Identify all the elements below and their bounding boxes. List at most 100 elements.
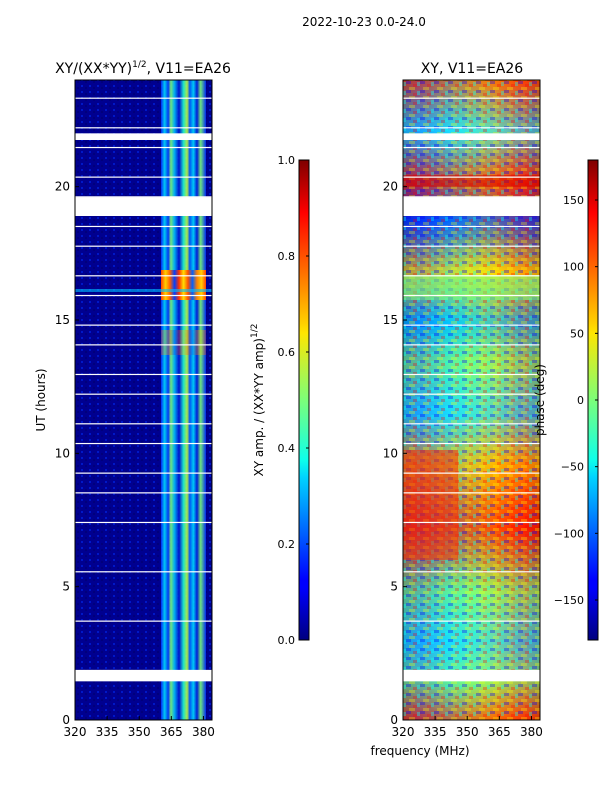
amplitude-flag-line — [75, 196, 212, 198]
phase-colorbar-tick-label: −150 — [554, 594, 584, 607]
phase-x-label: frequency (MHz) — [370, 744, 469, 758]
phase-flag-line — [403, 620, 540, 622]
amplitude-flag-line — [75, 97, 212, 99]
phase-x-tick-label: 320 — [392, 725, 415, 739]
phase-panel: XY, V11=EA26 0 5 10 15 20 320 335 350 365 380 fr… — [370, 61, 542, 758]
phase-colorbar-tick-label: 0 — [577, 394, 584, 407]
amplitude-flag-line — [75, 571, 212, 573]
amplitude-x-tick-label: 335 — [96, 725, 119, 739]
amplitude-y-tick-label: 0 — [62, 713, 70, 727]
phase-panel-title: XY, V11=EA26 — [421, 61, 523, 77]
amplitude-flag-line — [75, 442, 212, 445]
amplitude-flag-line — [75, 245, 212, 247]
phase-flag-line — [403, 245, 540, 247]
amplitude-y-tick-label: 15 — [55, 313, 70, 327]
phase-x-ticks: 320 335 350 365 380 — [392, 716, 543, 739]
amplitude-x-tick-label: 365 — [160, 725, 183, 739]
amplitude-flag-line — [75, 294, 212, 297]
amplitude-y-ticks: 0 5 10 15 20 — [55, 180, 79, 727]
phase-x-tick-label: 380 — [520, 725, 543, 739]
amplitude-y-label: UT (hours) — [34, 368, 48, 431]
amplitude-x-tick-label: 380 — [192, 725, 215, 739]
phase-flag-line — [403, 492, 540, 494]
amplitude-colorbar-tick-label: 0.6 — [278, 346, 296, 359]
phase-gap — [403, 133, 540, 140]
phase-flag-line — [403, 472, 540, 474]
phase-flag-line — [403, 146, 540, 149]
phase-green-band — [403, 275, 540, 300]
amplitude-flag-line — [75, 127, 212, 129]
amplitude-y-tick-label: 10 — [55, 446, 70, 460]
phase-flag-line — [403, 275, 540, 277]
amplitude-colorbar-ticks: 0.0 0.2 0.4 0.6 0.8 1.0 — [278, 154, 309, 647]
phase-y-tick-label: 20 — [383, 180, 398, 194]
phase-y-ticks: 0 5 10 15 20 — [383, 180, 407, 727]
amplitude-bright-band — [161, 80, 206, 720]
phase-flag-line — [403, 669, 540, 672]
amplitude-x-tick-label: 350 — [128, 725, 151, 739]
phase-red-region-top — [403, 175, 540, 187]
amplitude-colorbar-gradient — [298, 159, 310, 641]
phase-flag-line — [403, 176, 540, 178]
phase-flag-line — [403, 373, 540, 376]
phase-flag-line — [403, 442, 540, 445]
amplitude-axes-frame — [74, 79, 213, 721]
phase-colorbar: −150 −100 −50 0 50 100 150 phase (deg) — [533, 159, 599, 641]
amplitude-flag-line — [75, 275, 212, 277]
amplitude-flag-line — [75, 669, 212, 672]
phase-colorbar-tick-label: 100 — [563, 261, 584, 274]
amplitude-flag-line — [75, 472, 212, 474]
phase-flag-line — [403, 423, 540, 425]
phase-flag-line — [403, 225, 540, 228]
phase-flag-line — [403, 324, 540, 326]
phase-colorbar-label: phase (deg) — [533, 364, 547, 436]
amplitude-x-tick-label: 320 — [64, 725, 87, 739]
amplitude-flag-line — [75, 225, 212, 228]
amplitude-colorbar-tick-label: 0.4 — [278, 442, 296, 455]
amplitude-flag-line — [75, 521, 212, 524]
amplitude-gap — [75, 133, 212, 140]
amplitude-flag-gaps — [75, 97, 212, 682]
phase-y-tick-label: 0 — [390, 713, 398, 727]
amplitude-gap — [75, 670, 212, 682]
amplitude-flag-line — [75, 324, 212, 326]
figure-suptitle: 2022-10-23 0.0-24.0 — [302, 15, 426, 29]
amplitude-flag-line — [75, 620, 212, 622]
phase-flag-line — [403, 196, 540, 198]
phase-gap — [403, 670, 540, 682]
phase-heatmap — [402, 79, 541, 721]
amplitude-colorbar-tick-label: 0.0 — [278, 634, 296, 647]
amplitude-colorbar: 0.0 0.2 0.4 0.6 0.8 1.0 XY amp. / (XX*YY amp)… — [250, 154, 310, 647]
amplitude-gap — [75, 197, 212, 216]
phase-axes-frame — [402, 79, 541, 721]
phase-x-tick-label: 335 — [424, 725, 447, 739]
amplitude-heatmap — [74, 79, 213, 721]
phase-colorbar-tick-label: −50 — [561, 461, 584, 474]
phase-gap — [403, 197, 540, 216]
amplitude-x-ticks: 320 335 350 365 380 — [64, 716, 215, 739]
phase-red-region-low — [403, 450, 458, 560]
phase-colorbar-tick-label: −100 — [554, 527, 584, 540]
amplitude-flag-line — [75, 393, 212, 395]
amplitude-hot-band-2 — [161, 330, 206, 355]
amplitude-flag-line — [75, 423, 212, 425]
amplitude-line-16h — [75, 289, 212, 292]
phase-y-tick-label: 5 — [390, 580, 398, 594]
phase-flag-line — [403, 344, 540, 346]
phase-colorbar-ticks: −150 −100 −50 0 50 100 150 — [554, 194, 598, 607]
phase-flag-line — [403, 521, 540, 524]
phase-flag-line — [403, 97, 540, 99]
amplitude-colorbar-tick-label: 0.8 — [278, 250, 296, 263]
phase-flag-line — [403, 393, 540, 395]
phase-flag-gaps — [403, 97, 540, 682]
phase-y-tick-label: 10 — [383, 446, 398, 460]
phase-flag-line — [403, 571, 540, 573]
phase-colorbar-tick-label: 150 — [563, 194, 584, 207]
phase-x-tick-label: 350 — [456, 725, 479, 739]
amplitude-flag-line — [75, 344, 212, 346]
amplitude-y-tick-label: 5 — [62, 580, 70, 594]
amplitude-colorbar-label: XY amp. / (XX*YY amp)1/2 — [250, 324, 266, 477]
amplitude-y-tick-label: 20 — [55, 180, 70, 194]
phase-x-tick-label: 365 — [488, 725, 511, 739]
